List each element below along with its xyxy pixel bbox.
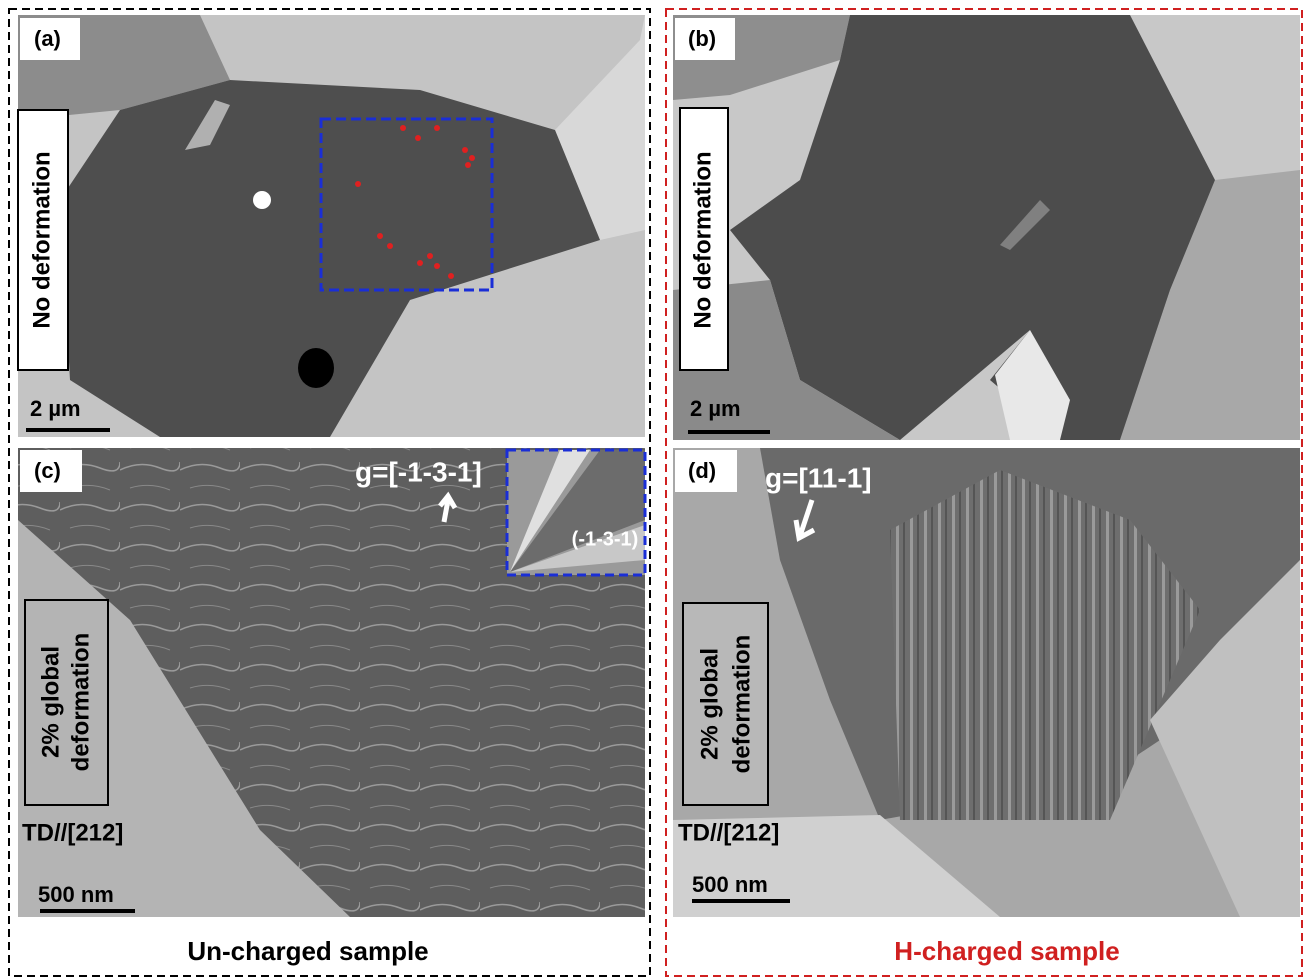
column-caption: H-charged sample [894, 936, 1119, 966]
panel-label: (b) [688, 26, 716, 51]
condition: No deformation [28, 151, 55, 328]
panel-d: (d) g=[11-1] 2% global deformation TD//[… [673, 448, 1300, 917]
panel-label: (a) [34, 26, 61, 51]
panel-label: (c) [34, 458, 61, 483]
panel-b: (b) No deformation 2 µm [673, 15, 1300, 440]
scale-bar-label: 2 µm [690, 396, 741, 421]
condition: No deformation [689, 151, 716, 328]
scale-bar-label: 2 µm [30, 396, 81, 421]
direction: TD//[212] [678, 819, 779, 846]
feature [253, 191, 271, 209]
condition: 2% global [696, 648, 723, 760]
g-vector: g=[-1-3-1] [355, 456, 482, 487]
scale-bar-label: 500 nm [38, 882, 114, 907]
direction: TD//[212] [22, 819, 123, 846]
condition: deformation [67, 633, 94, 772]
scale-bar-label: 500 nm [692, 872, 768, 897]
panel-c: (-1-3-1) (c) g=[-1-3-1] 2% global deform… [18, 448, 645, 917]
g-vector: g=[11-1] [765, 462, 872, 493]
condition: 2% global [37, 646, 64, 758]
figure: (a) No deformation 2 µm (b) No deformati… [0, 0, 1307, 980]
panel-a: (a) No deformation 2 µm [18, 15, 645, 437]
panel-label: (d) [688, 458, 716, 483]
condition: deformation [728, 635, 755, 774]
feature [298, 348, 334, 388]
inset-label: (-1-3-1) [572, 528, 639, 550]
column-caption: Un-charged sample [187, 936, 428, 966]
